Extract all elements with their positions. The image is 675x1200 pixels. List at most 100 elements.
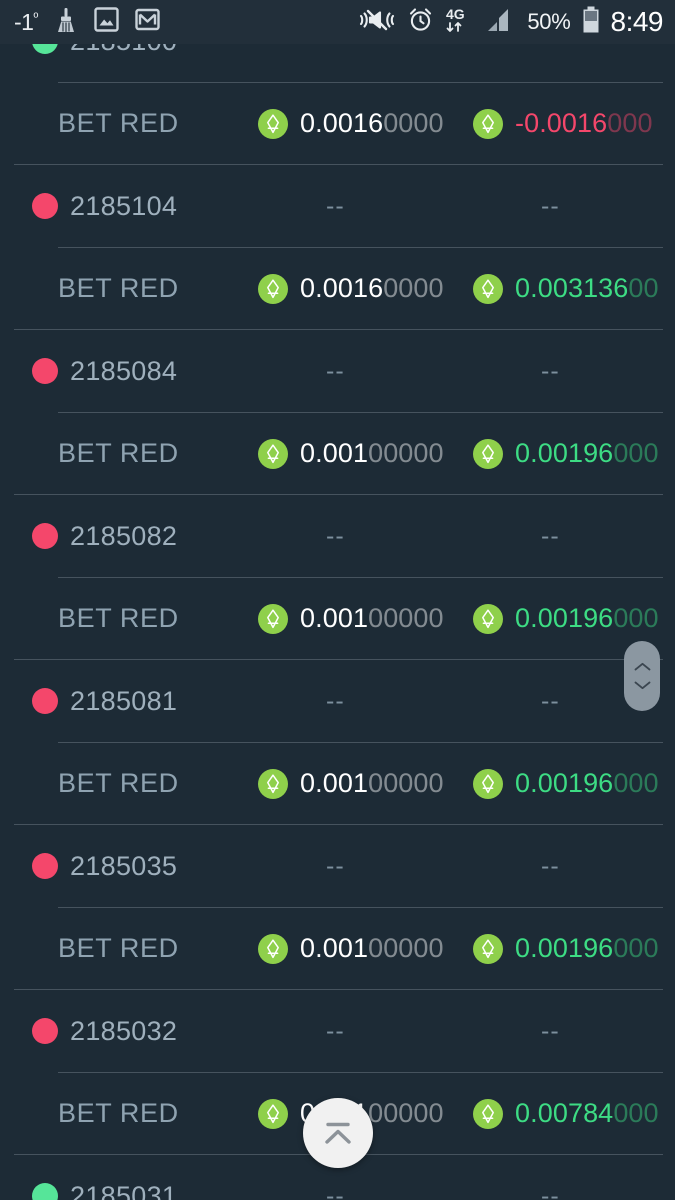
payout-cell: 0.00196000	[473, 768, 659, 799]
bet-detail-row[interactable]: BET RED 0.00160000 0.00313600	[0, 248, 675, 329]
bet-side-label: BET RED	[58, 438, 179, 468]
bet-history-entry[interactable]: 2185100 -- -- BET RED 0.00160000 -0.0016000	[0, 44, 675, 165]
round-header-row[interactable]: 2185100 -- --	[0, 44, 675, 82]
payout-value: -0.0016000	[515, 108, 653, 138]
round-header-row[interactable]: 2185104 -- --	[0, 165, 675, 247]
eos-token-icon	[473, 438, 503, 469]
round-bet-placeholder: --	[326, 686, 345, 715]
payout-cell: 0.00196000	[473, 933, 659, 964]
bet-history-entry[interactable]: 2185082 -- -- BET RED 0.00100000 0.00196000	[0, 495, 675, 660]
network-4g-icon: 4G	[445, 6, 475, 39]
scroll-to-top-button[interactable]	[303, 1098, 373, 1168]
eos-token-icon	[473, 933, 503, 964]
round-header-row[interactable]: 2185032 -- --	[0, 990, 675, 1072]
status-bar-right: 4G 50%	[358, 6, 663, 39]
row-divider-outer	[14, 659, 663, 660]
gmail-icon	[135, 7, 160, 37]
bet-history-list[interactable]: 2185100----BET RED0.00160000-0.001600021…	[0, 44, 675, 1200]
round-id-label: 2185031	[70, 1180, 178, 1200]
bet-history-entry[interactable]: 2185035 -- -- BET RED 0.00100000 0.00196000	[0, 825, 675, 990]
screenshot-icon	[94, 7, 119, 37]
eos-token-icon	[258, 438, 288, 469]
bet-side-label: BET RED	[58, 108, 179, 138]
row-divider-outer	[14, 494, 663, 495]
round-payout-placeholder: --	[541, 1016, 560, 1045]
eos-token-icon	[258, 1098, 288, 1129]
round-result-dot	[32, 358, 58, 384]
payout-value: 0.00196000	[515, 603, 659, 633]
bet-amount-cell: 0.00160000	[258, 108, 444, 139]
round-id-label: 2185032	[70, 1015, 178, 1046]
bet-detail-row[interactable]: BET RED 0.00100000 0.00196000	[0, 413, 675, 494]
bet-detail-row[interactable]: BET RED 0.00100000 0.00196000	[0, 743, 675, 824]
row-divider-outer	[14, 989, 663, 990]
bet-side-label: BET RED	[58, 273, 179, 303]
round-id-label: 2185081	[70, 685, 178, 716]
eos-token-icon	[258, 768, 288, 799]
chevron-down-icon	[634, 681, 650, 690]
round-bet-placeholder: --	[326, 191, 345, 220]
row-divider-inner	[58, 907, 663, 908]
bet-amount-value: 0.00100000	[300, 603, 444, 633]
round-payout-placeholder: --	[541, 851, 560, 880]
bet-amount-cell: 0.00100000	[258, 768, 444, 799]
payout-value: 0.00196000	[515, 768, 659, 798]
round-payout-placeholder: --	[541, 191, 560, 220]
clock-label: 8:49	[610, 6, 664, 37]
round-result-dot	[32, 523, 58, 549]
row-divider-inner	[58, 742, 663, 743]
row-divider-outer	[14, 164, 663, 165]
round-header-row[interactable]: 2185082 -- --	[0, 495, 675, 577]
bet-amount-value: 0.00100000	[300, 438, 444, 468]
bet-amount-value: 0.00100000	[300, 933, 444, 963]
round-payout-placeholder: --	[541, 521, 560, 550]
payout-value: 0.00784000	[515, 1098, 659, 1128]
round-result-dot	[32, 44, 58, 54]
bet-amount-cell: 0.00160000	[258, 273, 444, 304]
row-divider-inner	[58, 1072, 663, 1073]
bet-amount-value: 0.00160000	[300, 108, 444, 138]
bet-history-entry[interactable]: 2185031 -- --	[0, 1155, 675, 1200]
row-divider-inner	[58, 412, 663, 413]
round-header-row[interactable]: 2185031 -- --	[0, 1155, 675, 1200]
round-payout-placeholder: --	[541, 686, 560, 715]
bet-side-label: BET RED	[58, 933, 179, 963]
round-bet-placeholder: --	[326, 521, 345, 550]
bet-side-label: BET RED	[58, 603, 179, 633]
payout-value: 0.00196000	[515, 438, 659, 468]
payout-cell: 0.00784000	[473, 1098, 659, 1129]
round-payout-placeholder: --	[541, 44, 560, 56]
bet-history-entry[interactable]: 2185081 -- -- BET RED 0.00100000 0.00196000	[0, 660, 675, 825]
bet-history-entry[interactable]: 2185104 -- -- BET RED 0.00160000 0.00313600	[0, 165, 675, 330]
payout-value: 0.00196000	[515, 933, 659, 963]
round-bet-placeholder: --	[326, 1016, 345, 1045]
round-result-dot	[32, 1018, 58, 1044]
payout-cell: 0.00313600	[473, 273, 659, 304]
mute-vibrate-icon	[358, 7, 396, 38]
round-header-row[interactable]: 2185084 -- --	[0, 330, 675, 412]
round-header-row[interactable]: 2185035 -- --	[0, 825, 675, 907]
bet-detail-row[interactable]: BET RED 0.00100000 0.00196000	[0, 908, 675, 989]
row-divider-inner	[58, 577, 663, 578]
bet-detail-row[interactable]: BET RED 0.00160000 -0.0016000	[0, 83, 675, 164]
eos-token-icon	[473, 603, 503, 634]
bet-amount-cell: 0.00100000	[258, 438, 444, 469]
status-bar: -1º	[0, 0, 675, 44]
row-divider-outer	[14, 329, 663, 330]
bet-detail-row[interactable]: BET RED 0.00100000 0.00196000	[0, 578, 675, 659]
row-divider-outer	[14, 824, 663, 825]
bet-history-entry[interactable]: 2185084 -- -- BET RED 0.00100000 0.00196000	[0, 330, 675, 495]
row-divider-inner	[58, 247, 663, 248]
battery-icon	[582, 6, 600, 39]
eos-token-icon	[473, 108, 503, 139]
eos-token-icon	[473, 1098, 503, 1129]
fast-scroll-handle[interactable]	[624, 641, 660, 711]
payout-cell: 0.00196000	[473, 603, 659, 634]
round-id-label: 2185035	[70, 850, 178, 881]
payout-cell: 0.00196000	[473, 438, 659, 469]
round-header-row[interactable]: 2185081 -- --	[0, 660, 675, 742]
bet-side-label: BET RED	[58, 768, 179, 798]
bet-amount-value: 0.00100000	[300, 768, 444, 798]
round-payout-placeholder: --	[541, 1181, 560, 1200]
eos-token-icon	[258, 108, 288, 139]
